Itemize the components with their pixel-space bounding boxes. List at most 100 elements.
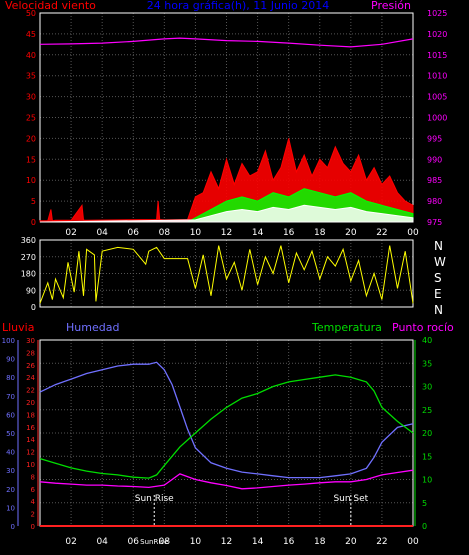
wind-direction-line <box>39 245 414 304</box>
direction-axis: 0 90 180 270 360 <box>21 236 36 312</box>
direction-tick-label: 0 <box>31 303 36 312</box>
sun-markers: Sun Rise Sun Set <box>135 494 369 526</box>
hour-tick-label: 02 <box>65 228 76 238</box>
dewpoint-line <box>39 469 414 490</box>
hour-tick-label: 08 <box>159 537 171 547</box>
rain-tick-label: 22 <box>26 387 35 395</box>
temperature-axis: 0 5 10 15 20 25 30 35 40 <box>422 336 432 531</box>
wind-speed-tick-label: 10 <box>26 176 36 185</box>
pressure-tick-label: 995 <box>427 134 442 143</box>
temperature-tick-label: 35 <box>422 359 432 368</box>
rain-tick-label: 18 <box>26 411 35 419</box>
wind-speed-tick-label: 35 <box>26 72 36 81</box>
temperature-tick-label: 25 <box>422 406 432 415</box>
pressure-label: Presión <box>371 0 411 12</box>
wind-pressure-x-axis: 02 04 06 08 10 12 14 16 18 20 22 00 <box>65 228 419 238</box>
rain-tick-label: 2 <box>31 511 35 519</box>
wind-direction-frame <box>39 239 414 308</box>
hour-tick-label: 18 <box>314 228 326 238</box>
humidity-tick-label: 70 <box>6 393 15 401</box>
hour-tick-label: 12 <box>221 537 232 547</box>
humidity-tick-label: 80 <box>6 374 15 382</box>
rain-tick-label: 12 <box>26 449 35 457</box>
humidity-tick-label: 90 <box>6 356 15 364</box>
humidity-tick-label: 100 <box>2 337 15 345</box>
pressure-tick-label: 990 <box>427 155 442 164</box>
temperature-tick-label: 15 <box>422 452 432 461</box>
temperature-line <box>39 374 414 479</box>
humidity-tick-label: 0 <box>11 523 15 531</box>
compass-label: S <box>434 271 442 285</box>
humidity-axis: 0 10 20 30 40 50 60 70 80 90 100 <box>2 337 15 531</box>
direction-tick-label: 180 <box>21 270 36 279</box>
humidity-tick-label: 30 <box>6 467 15 475</box>
hour-tick-label: 06 <box>128 228 140 238</box>
pressure-tick-label: 1005 <box>427 93 447 102</box>
wind-speed-tick-label: 20 <box>26 134 36 143</box>
wind-average-area <box>39 204 414 223</box>
hour-tick-label: 08 <box>159 228 171 238</box>
wind-speed-tick-label: 50 <box>26 9 36 18</box>
direction-tick-label: 270 <box>21 253 36 262</box>
rain-tick-label: 24 <box>26 374 35 382</box>
rain-tick-label: 30 <box>26 337 35 345</box>
rain-humidity-temperature-series <box>39 361 414 527</box>
pressure-line <box>39 37 414 48</box>
wind-pressure-series <box>39 37 414 223</box>
wind-speed-tick-label: 15 <box>26 155 36 164</box>
wind-speed-tick-label: 40 <box>26 51 36 60</box>
temperature-tick-label: 20 <box>422 429 432 438</box>
hour-tick-label: 18 <box>314 537 326 547</box>
pressure-tick-label: 985 <box>427 176 442 185</box>
hour-tick-label: 14 <box>252 537 264 547</box>
pressure-tick-label: 1010 <box>427 72 447 81</box>
rain-tick-label: 6 <box>31 486 36 494</box>
hour-tick-label: 04 <box>96 537 108 547</box>
humidity-tick-label: 60 <box>6 411 15 419</box>
rain-tick-label: 4 <box>31 498 36 506</box>
temperature-tick-label: 40 <box>422 336 432 345</box>
rain-tick-label: 8 <box>31 473 35 481</box>
hour-tick-label: 14 <box>252 228 264 238</box>
wind-speed-tick-label: 25 <box>26 114 36 123</box>
hour-tick-label: 16 <box>283 228 295 238</box>
pressure-tick-label: 1020 <box>427 30 447 39</box>
compass-label: W <box>434 255 446 269</box>
rain-tick-label: 20 <box>26 399 35 407</box>
sunrise-tick-label: SunRise <box>140 538 168 546</box>
rain-tick-label: 14 <box>26 436 35 444</box>
compass-label: E <box>434 287 442 301</box>
hour-tick-label: 02 <box>65 537 76 547</box>
wind-speed-tick-label: 0 <box>31 218 36 227</box>
hour-tick-label: 00 <box>407 537 419 547</box>
rain-label: Lluvia <box>2 321 34 334</box>
wind-direction-series <box>39 245 414 304</box>
chart-title: 24 hora gráfica(h), 11 Junio 2014 <box>147 0 329 12</box>
pressure-tick-label: 1000 <box>427 114 447 123</box>
hour-tick-label: 10 <box>190 537 202 547</box>
hour-tick-label: 00 <box>407 228 419 238</box>
hour-tick-label: 16 <box>283 537 295 547</box>
humidity-tick-label: 40 <box>6 449 15 457</box>
temperature-tick-label: 10 <box>422 476 432 485</box>
humidity-line <box>39 361 414 479</box>
temperature-tick-label: 0 <box>422 522 427 531</box>
compass-label: N <box>434 303 443 317</box>
pressure-axis: 975 980 985 990 995 1000 1005 1010 1015 1020 1025 <box>427 9 447 227</box>
wind-speed-tick-label: 30 <box>26 93 36 102</box>
pressure-tick-label: 980 <box>427 197 442 206</box>
rain-tick-label: 26 <box>26 362 35 370</box>
rain-tick-label: 16 <box>26 424 35 432</box>
humidity-label: Humedad <box>66 321 119 334</box>
sun-marker-label: Sun Set <box>333 494 368 504</box>
rain-tick-label: 0 <box>31 523 35 531</box>
hour-tick-label: 12 <box>221 228 232 238</box>
